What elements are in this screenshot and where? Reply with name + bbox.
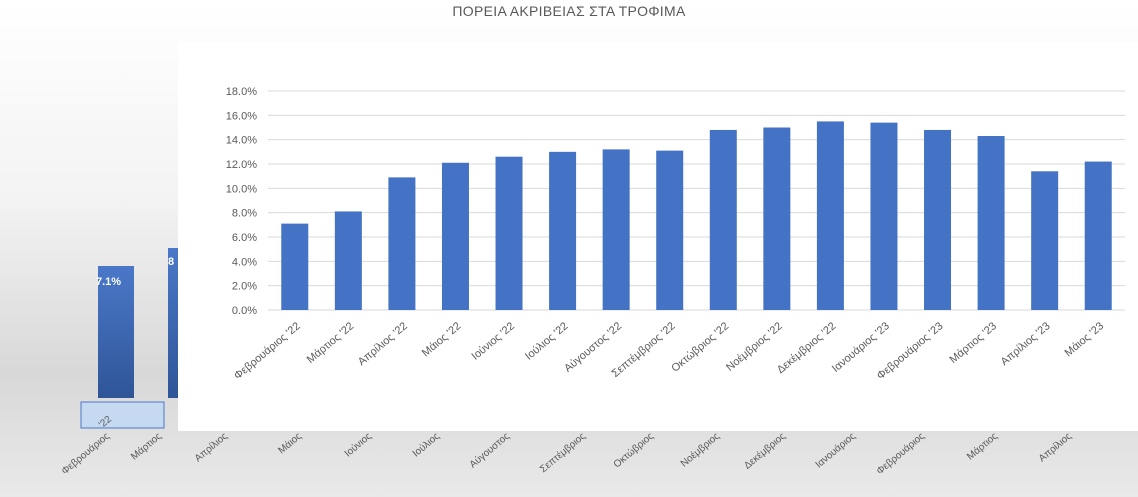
background-month-label: Νοέμβριος — [678, 430, 722, 470]
bar — [977, 136, 1005, 310]
chart-title: ΠΟΡΕΙΑ ΑΚΡΙΒΕΙΑΣ ΣΤΑ ΤΡΟΦΙΜΑ — [452, 3, 686, 19]
y-tick-label: 16.0% — [226, 110, 257, 122]
background-month-label: Ιούνιος — [342, 430, 374, 459]
background-month-label: Απρίλιος — [1036, 430, 1074, 464]
y-tick-label: 8.0% — [232, 208, 257, 220]
y-tick-label: 6.0% — [232, 232, 257, 244]
background-month-label: Δεκέμβριος — [742, 430, 788, 472]
bar — [924, 129, 952, 310]
bar — [441, 162, 469, 310]
y-tick-label: 4.0% — [232, 256, 257, 268]
background-month-label: Φεβρουάριος — [59, 430, 112, 477]
background-month-label: Αύγουστος — [467, 430, 512, 471]
bar — [656, 150, 684, 310]
bar — [334, 211, 362, 310]
y-tick-label: 2.0% — [232, 281, 257, 293]
y-tick-label: 14.0% — [226, 135, 257, 147]
background-month-label: Φεβρουάριος — [874, 430, 927, 477]
background-month-label: Σεπτέμβριος — [537, 430, 588, 475]
bar — [709, 129, 737, 310]
background-data-label: 7.1% — [96, 276, 121, 288]
background-month-label: Μάρτιος — [128, 430, 164, 463]
bar — [1084, 161, 1112, 310]
background-month-label: Μάιος — [276, 430, 304, 456]
background-bar — [98, 266, 134, 398]
y-tick-label: 12.0% — [226, 159, 257, 171]
bar — [388, 177, 416, 310]
background-data-label: 8 — [168, 256, 174, 268]
y-tick-label: 18.0% — [226, 86, 257, 98]
y-tick-label: 0.0% — [232, 305, 257, 317]
bar — [870, 122, 898, 310]
y-tick-label: 10.0% — [226, 183, 257, 195]
selected-label-box[interactable] — [80, 401, 165, 429]
background-month-label: Ιανουάριος — [813, 430, 858, 471]
bar — [495, 156, 523, 310]
bar — [763, 127, 791, 310]
background-month-label: Μάρτιος — [964, 430, 1000, 463]
bar — [602, 149, 630, 310]
bar — [281, 223, 309, 310]
background-bar — [168, 248, 180, 398]
bar — [1031, 171, 1059, 310]
bar — [549, 151, 577, 310]
bar — [816, 121, 844, 311]
background-month-label: Οκτώβριος — [611, 430, 656, 470]
background-month-label: Ιούλιος — [410, 430, 442, 459]
background-month-label: Απρίλιος — [192, 430, 230, 464]
